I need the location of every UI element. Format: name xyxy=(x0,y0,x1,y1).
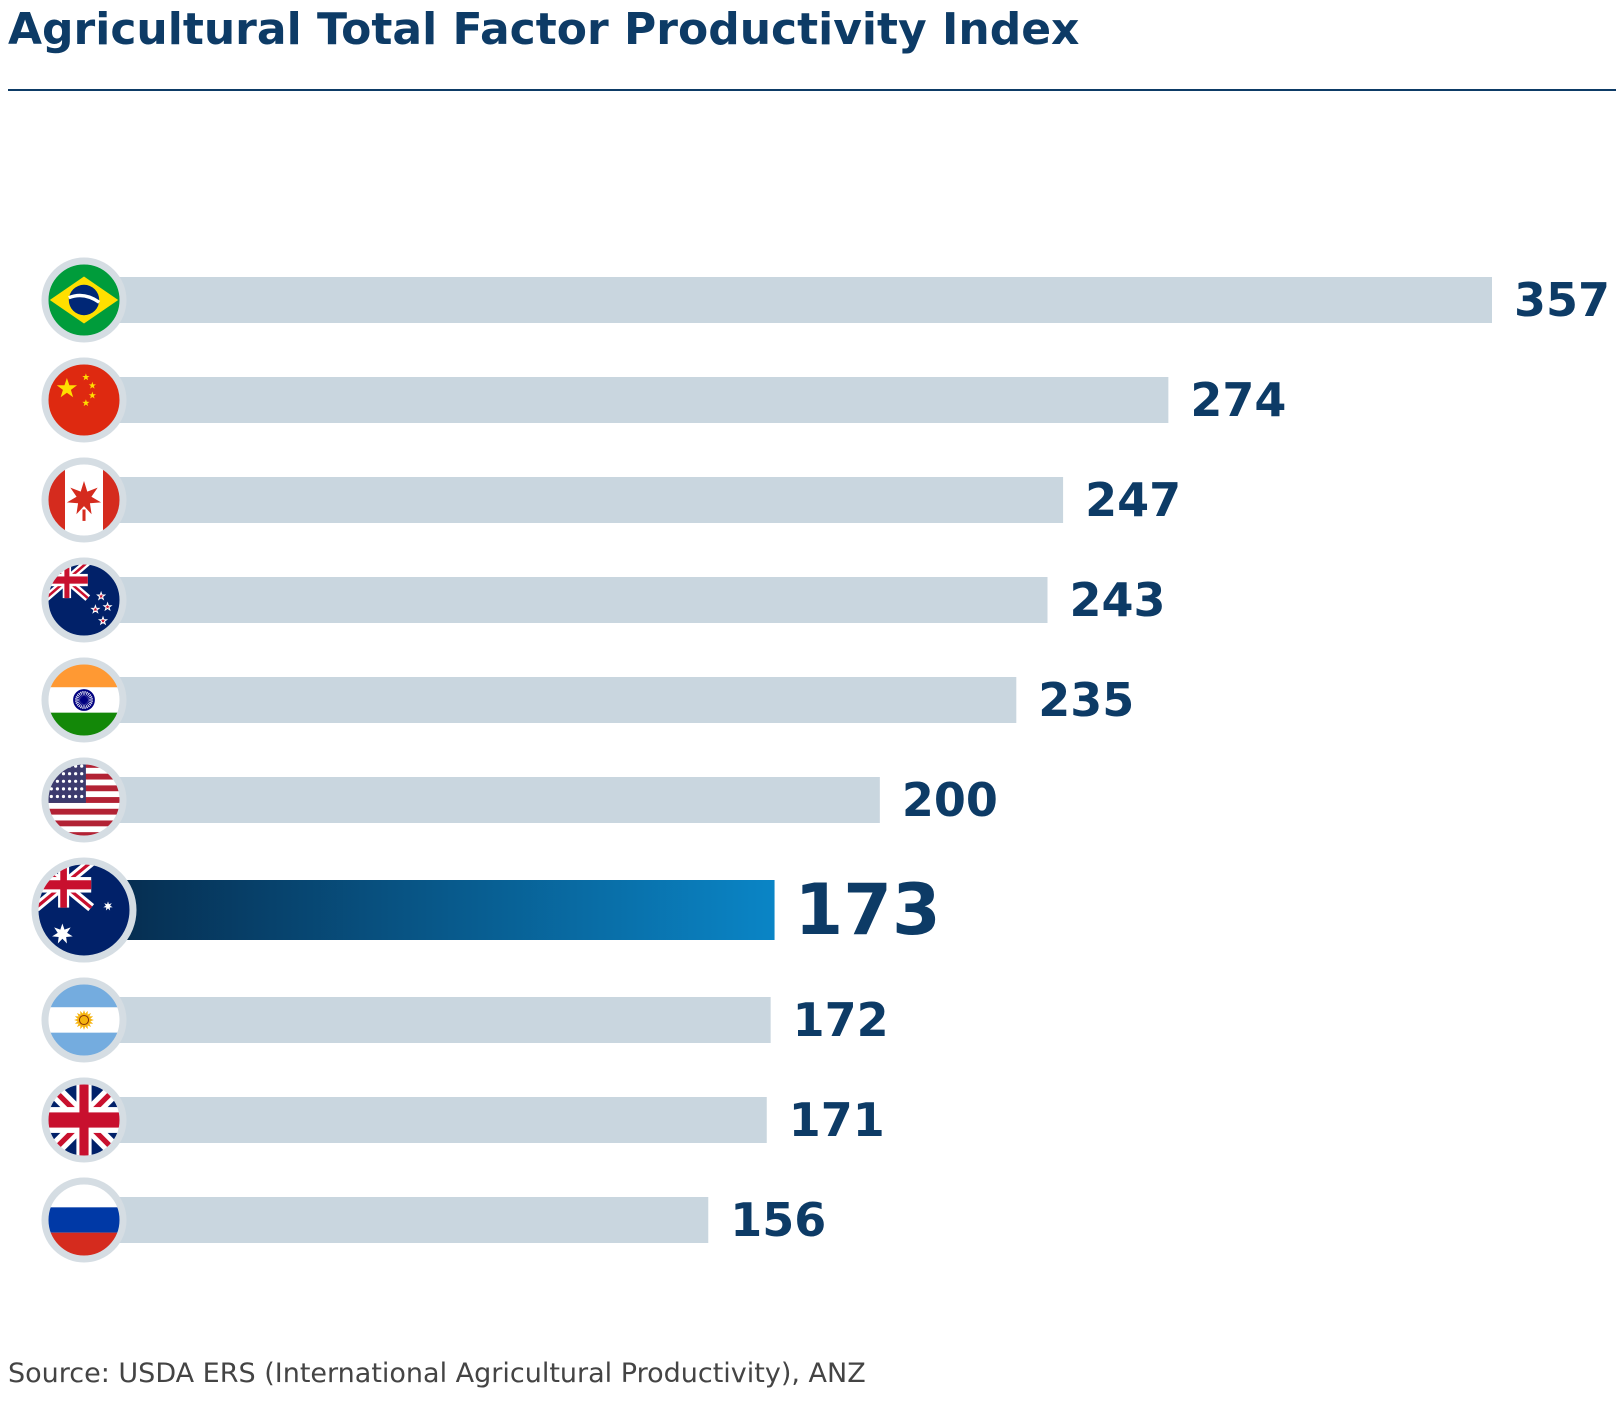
new-zealand-flag-icon xyxy=(41,557,127,643)
value-label-china: 274 xyxy=(1190,373,1286,427)
value-label-india: 235 xyxy=(1038,673,1134,727)
value-label-united-kingdom: 171 xyxy=(789,1093,885,1147)
bar-brazil xyxy=(100,277,1492,323)
bar-australia xyxy=(100,880,775,940)
source-note: Source: USDA ERS (International Agricult… xyxy=(8,1358,866,1389)
value-label-united-states: 200 xyxy=(902,773,998,827)
bar-china xyxy=(100,377,1169,423)
bar-new-zealand xyxy=(100,577,1048,623)
russia-flag-icon xyxy=(41,1177,127,1263)
value-label-new-zealand: 243 xyxy=(1069,573,1165,627)
value-label-brazil: 357 xyxy=(1514,273,1610,327)
uk-flag-icon xyxy=(41,1077,127,1163)
title-divider xyxy=(8,89,1616,91)
canada-flag-icon xyxy=(41,457,127,543)
china-flag-icon xyxy=(41,357,127,443)
value-label-russia: 156 xyxy=(730,1193,826,1247)
chart-title: Agricultural Total Factor Productivity I… xyxy=(8,4,1080,55)
value-label-australia: 173 xyxy=(795,869,941,951)
value-label-argentina: 172 xyxy=(793,993,889,1047)
bar-india xyxy=(100,677,1017,723)
argentina-flag-icon xyxy=(41,977,127,1063)
bar-united-kingdom xyxy=(100,1097,767,1143)
india-flag-icon xyxy=(41,657,127,743)
australia-flag-icon xyxy=(31,857,137,963)
bar-argentina xyxy=(100,997,771,1043)
usa-flag-icon xyxy=(41,757,127,843)
value-label-canada: 247 xyxy=(1085,473,1181,527)
bar-russia xyxy=(100,1197,709,1243)
bar-united-states xyxy=(100,777,880,823)
brazil-flag-icon xyxy=(41,257,127,343)
bar-canada xyxy=(100,477,1064,523)
